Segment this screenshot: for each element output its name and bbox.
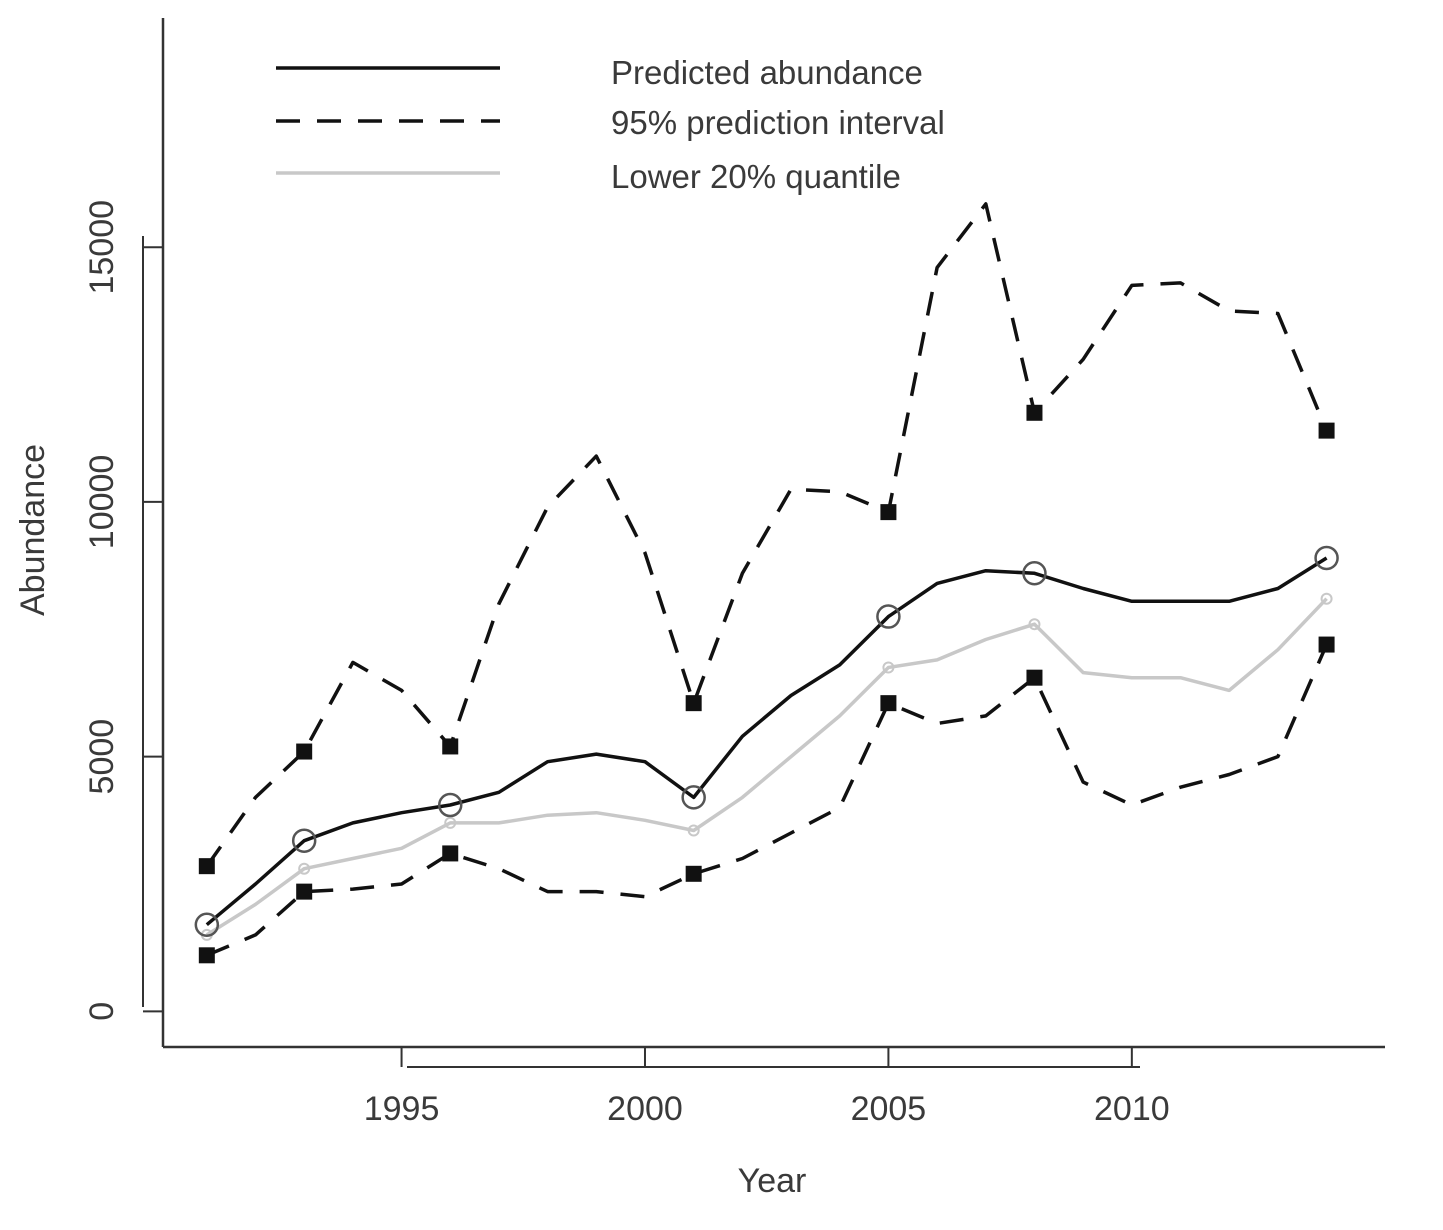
interval-lower-marker — [685, 865, 702, 882]
legend-label-quantile: Lower 20% quantile — [611, 158, 901, 195]
lower-quantile-marker — [882, 661, 895, 674]
lower-quantile-line — [205, 597, 1328, 937]
predicted-abundance-line — [205, 556, 1328, 927]
lower-quantile-marker — [687, 824, 700, 837]
x-tick-label: 2005 — [851, 1090, 927, 1128]
interval-lower-marker — [198, 947, 215, 964]
predicted-abundance-marker — [1022, 561, 1047, 586]
y-axis-label: Abundance — [14, 444, 52, 616]
interval-upper-marker — [296, 743, 313, 760]
interval-upper-marker — [1318, 422, 1335, 439]
interval-upper-marker — [198, 858, 215, 875]
legend: Predicted abundance 95% prediction inter… — [276, 54, 945, 195]
legend-label-predicted: Predicted abundance — [611, 54, 923, 91]
y-tick-label: 10000 — [83, 455, 121, 550]
interval-upper-marker — [685, 695, 702, 712]
y-ticks: 0 5000 10000 15000 — [83, 200, 163, 1021]
interval-lower-marker — [296, 883, 313, 900]
x-tick-label: 2000 — [607, 1090, 683, 1128]
lower-quantile-marker — [1320, 592, 1333, 605]
predicted-abundance-marker — [681, 785, 706, 810]
series-layer — [194, 202, 1339, 964]
interval-upper-line — [205, 202, 1329, 868]
y-tick-label: 15000 — [83, 200, 121, 295]
predicted-abundance-marker — [291, 828, 317, 853]
predicted-abundance-marker — [437, 792, 463, 818]
predicted-abundance-marker — [1314, 545, 1339, 571]
lower-quantile-marker — [444, 816, 457, 829]
predicted-abundance-marker — [194, 912, 220, 937]
lower-quantile-marker — [298, 862, 311, 875]
interval-lower-marker — [880, 695, 897, 712]
lower-quantile-marker — [1028, 618, 1041, 631]
interval-lower-marker — [1026, 669, 1043, 686]
interval-upper-marker — [442, 738, 459, 755]
axes — [142, 18, 1385, 1068]
x-tick-label: 1995 — [364, 1090, 440, 1128]
interval-upper-marker — [1026, 404, 1043, 421]
interval-upper-marker — [880, 504, 897, 521]
y-tick-label: 0 — [83, 1002, 121, 1021]
interval-lower-line — [206, 643, 1329, 957]
legend-label-interval: 95% prediction interval — [611, 104, 945, 141]
x-tick-label: 2010 — [1094, 1090, 1170, 1128]
y-tick-label: 5000 — [83, 719, 121, 795]
interval-lower-marker — [442, 845, 459, 862]
interval-lower-marker — [1318, 636, 1335, 653]
x-axis-label: Year — [738, 1162, 807, 1200]
predicted-abundance-marker — [876, 604, 901, 629]
x-ticks: 1995 2000 2005 2010 — [364, 1047, 1170, 1128]
